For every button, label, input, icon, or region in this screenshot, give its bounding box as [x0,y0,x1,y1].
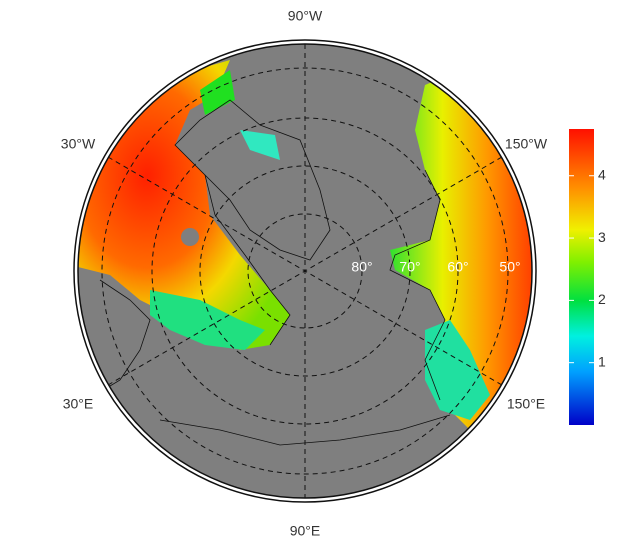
map-body [78,44,532,498]
parallel [247,213,363,329]
parallel [199,165,411,377]
parallel-label: 60° [447,259,468,275]
parallel-label: 80° [351,259,372,275]
meridian-label: 90°W [288,8,323,24]
meridian-label: 90°E [290,523,321,539]
map-border [77,43,533,499]
parallel-label: 70° [399,259,420,275]
colorbar-ticks: 1 2 3 4 [569,166,606,369]
baffin-field [200,70,235,115]
island [181,228,199,246]
okhotsk-field [425,320,490,420]
colorbar-tick-label: 3 [598,229,606,245]
colorbar-tick-label: 4 [598,166,606,182]
parallel-label: 50° [499,259,520,275]
meridian-label: 30°W [61,136,96,152]
meridian [107,156,503,386]
graticule [101,44,509,498]
meridian-label: 150°W [505,136,548,152]
barents-field [150,290,265,350]
parallel [101,67,509,475]
colorbar [569,129,594,425]
map-frame [73,39,537,503]
meridian-label: 150°E [507,396,545,412]
colorbar-tick-label: 2 [598,291,606,307]
coastlines [94,99,451,446]
strait-field [240,130,280,160]
meridian-label: 30°E [63,396,94,412]
colorbar-tick-label: 1 [598,353,606,369]
